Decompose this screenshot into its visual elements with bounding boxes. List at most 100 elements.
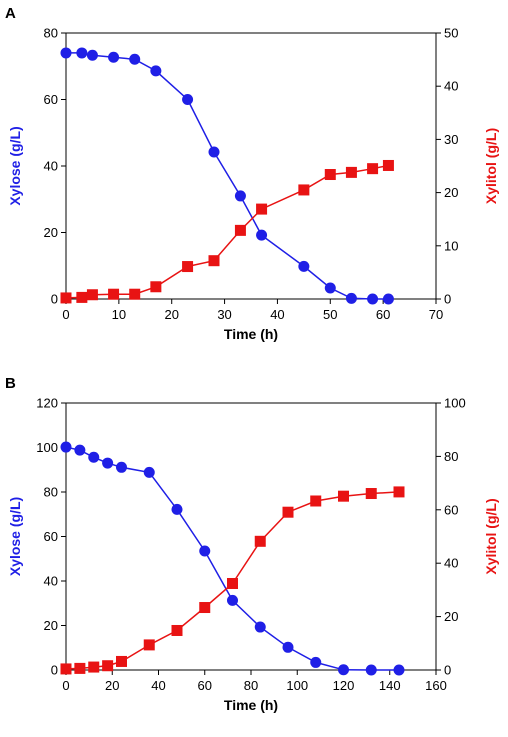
y-right-tick-label: 60 [444,502,458,517]
x-tick-label: 30 [217,307,231,322]
y-left-tick-label: 120 [36,396,58,411]
xylitol-point [74,662,86,674]
plot-frame [65,32,437,300]
plot-frame [65,402,437,671]
xylitol-point [86,289,98,301]
x-tick-label: 40 [270,307,284,322]
xylose-point [310,656,322,668]
xylose-point [365,664,377,676]
y-left-tick-label: 40 [44,159,58,174]
y-right-tick-label: 10 [444,238,458,253]
y-right-tick-label: 20 [444,609,458,624]
xylose-point [76,47,88,59]
y-right-tick-label: 80 [444,449,458,464]
xylitol-point [234,224,246,236]
xylose-point [382,293,394,305]
xylose-point [324,282,336,294]
y-left-tick-label: 0 [51,292,58,307]
panel-label: B [5,375,16,392]
panel-label: A [5,5,16,22]
y-left-tick-label: 60 [44,529,58,544]
xylose-point [298,260,310,272]
x-tick-label: 70 [429,307,443,322]
y-left-tick-label: 60 [44,92,58,107]
xylose-line [66,52,389,300]
y-left-tick-label: 20 [44,225,58,240]
y-right-axis-title: Xylitol (g/L) [483,128,499,204]
xylose-line [65,446,399,671]
xylose-point [234,190,246,202]
xylose-point [199,545,211,557]
xylose-point [116,461,127,473]
x-tick-label: 0 [62,307,69,322]
xylitol-point [143,639,155,651]
xylitol-point [393,486,405,498]
xylitol-point [298,184,310,196]
y-left-tick-label: 20 [44,618,58,633]
x-tick-label: 10 [112,307,126,322]
xylitol-point [129,288,141,300]
xylitol-point [102,660,114,672]
xylitol-point [171,624,183,636]
panel-b: B0 20 40 60 80 100 120 140 160020406080100120020… [5,375,499,713]
y-right-tick-label: 40 [444,556,458,571]
xylose-point [129,53,141,65]
x-tick-label: 140 [379,678,401,693]
y-left-tick-label: 80 [44,485,58,500]
xylose-point [345,292,357,304]
xylose-point [88,451,100,463]
xylitol-point [324,169,336,181]
xylose-point [338,664,349,676]
x-tick-label: 40 [151,678,165,693]
xylose-point [108,51,120,63]
xylose-point [74,444,86,456]
y-right-tick-label: 0 [444,663,451,678]
y-left-tick-label: 100 [36,440,58,455]
xylitol-point [227,577,238,589]
x-tick-label: 60 [376,307,390,322]
x-tick-label: 120 [333,678,355,693]
xylitol-point [150,281,162,293]
x-axis-title: Time (h) [224,697,278,713]
xylose-point [150,65,162,77]
xylitol-line [65,164,389,299]
xylose-point [393,664,405,676]
xylose-point [367,293,379,305]
y-left-tick-label: 0 [51,663,58,678]
xylose-point [256,229,268,241]
xylitol-point [199,602,211,614]
xylitol-point [282,506,294,518]
xylitol-point [76,291,88,303]
y-left-axis-title: Xylose (g/L) [7,126,23,205]
xylose-point [60,47,72,59]
y-right-tick-label: 20 [444,185,458,200]
y-right-tick-label: 50 [444,26,458,41]
xylitol-point [88,661,100,673]
x-tick-label: 80 [244,678,258,693]
x-tick-label: 20 [164,307,178,322]
xylose-point [182,94,194,105]
y-left-tick-label: 40 [44,574,58,589]
y-right-tick-label: 30 [444,132,458,147]
xylitol-point [338,490,349,502]
y-right-tick-label: 40 [444,79,458,94]
x-tick-label: 0 [62,678,69,693]
xylose-point [86,49,98,61]
x-tick-label: 50 [323,307,337,322]
xylose-point [143,466,155,478]
x-tick-label: 60 [198,678,212,693]
xylose-point [282,641,294,653]
y-left-axis-title: Xylose (g/L) [7,497,23,576]
xylitol-point [116,655,127,667]
x-tick-label: 20 [105,678,119,693]
xylose-point [102,457,114,469]
xylitol-point [254,535,266,547]
xylitol-point [382,159,394,171]
y-right-tick-label: 0 [444,292,451,307]
xylose-point [208,146,220,158]
xylose-point [171,503,183,515]
y-right-tick-label: 100 [444,396,466,411]
y-left-tick-label: 80 [44,26,58,41]
xylitol-point [60,292,72,304]
